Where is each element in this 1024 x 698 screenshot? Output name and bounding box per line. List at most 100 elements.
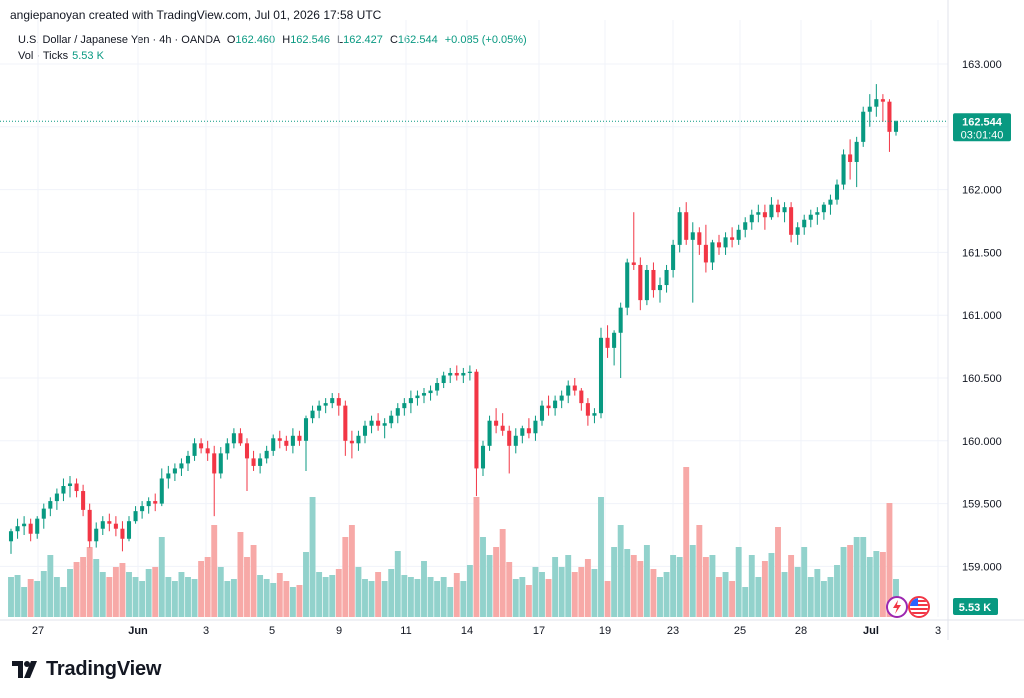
candle-body[interactable]	[854, 141, 859, 162]
candle-body[interactable]	[356, 435, 361, 444]
candle-body[interactable]	[697, 232, 702, 245]
candle-body[interactable]	[867, 106, 872, 112]
candle-body[interactable]	[35, 518, 40, 534]
candle-body[interactable]	[54, 493, 59, 502]
candle-body[interactable]	[572, 385, 577, 391]
candle-body[interactable]	[507, 430, 512, 446]
symbol-label[interactable]: U.S. Dollar / Japanese Yen · 4h · OANDA	[18, 34, 220, 46]
candle-body[interactable]	[41, 508, 46, 519]
candle-body[interactable]	[559, 395, 564, 401]
candle-body[interactable]	[146, 501, 151, 507]
candle-body[interactable]	[382, 423, 387, 426]
us-flag-icon[interactable]	[908, 596, 930, 618]
candle-body[interactable]	[317, 405, 322, 411]
candle-body[interactable]	[185, 455, 191, 464]
candle-body[interactable]	[179, 463, 184, 469]
candle-body[interactable]	[94, 528, 99, 542]
candle-body[interactable]	[743, 222, 748, 230]
candle-body[interactable]	[520, 428, 525, 436]
candle-body[interactable]	[677, 212, 682, 245]
candle-body[interactable]	[369, 420, 374, 426]
candle-body[interactable]	[703, 244, 708, 263]
candle-body[interactable]	[441, 375, 446, 384]
candle-body[interactable]	[277, 438, 282, 441]
candle-body[interactable]	[651, 269, 656, 291]
candle-body[interactable]	[218, 453, 223, 474]
candle-body[interactable]	[546, 405, 551, 409]
candle-body[interactable]	[841, 154, 846, 185]
candle-body[interactable]	[612, 332, 617, 348]
candle-body[interactable]	[251, 458, 256, 466]
candle-body[interactable]	[22, 523, 27, 527]
candle-body[interactable]	[684, 212, 689, 240]
candle-body[interactable]	[284, 440, 289, 446]
candle-body[interactable]	[775, 204, 781, 213]
candle-body[interactable]	[74, 483, 79, 492]
candle-body[interactable]	[828, 199, 833, 205]
candle-body[interactable]	[67, 483, 73, 487]
candle-body[interactable]	[113, 523, 118, 529]
candle-body[interactable]	[448, 372, 453, 376]
candle-body[interactable]	[349, 440, 354, 444]
candle-body[interactable]	[821, 204, 826, 213]
candle-body[interactable]	[48, 501, 53, 509]
candle-body[interactable]	[893, 121, 899, 132]
candle-body[interactable]	[592, 413, 597, 416]
candle-body[interactable]	[408, 398, 413, 404]
candle-body[interactable]	[166, 473, 171, 479]
candle-body[interactable]	[795, 227, 800, 235]
candle-body[interactable]	[271, 438, 276, 451]
candle-body[interactable]	[100, 521, 105, 529]
candle-body[interactable]	[28, 523, 33, 534]
candle-body[interactable]	[205, 448, 210, 454]
candle-body[interactable]	[415, 395, 420, 399]
candle-body[interactable]	[756, 212, 761, 215]
candle-body[interactable]	[120, 528, 125, 539]
candle-body[interactable]	[762, 212, 767, 218]
candle-body[interactable]	[625, 262, 630, 308]
candle-body[interactable]	[461, 372, 466, 376]
candle-body[interactable]	[199, 443, 204, 449]
candle-body[interactable]	[435, 383, 440, 391]
candle-body[interactable]	[330, 398, 335, 404]
candle-body[interactable]	[140, 506, 145, 512]
candle-body[interactable]	[389, 415, 394, 424]
candle-body[interactable]	[664, 269, 669, 286]
candle-body[interactable]	[487, 420, 492, 446]
candle-body[interactable]	[480, 445, 486, 469]
candle-body[interactable]	[81, 491, 86, 510]
candle-body[interactable]	[789, 207, 794, 235]
candle-body[interactable]	[513, 435, 518, 446]
candle-body[interactable]	[8, 531, 14, 542]
candle-body[interactable]	[395, 408, 400, 416]
candle-body[interactable]	[15, 526, 20, 532]
candle-body[interactable]	[107, 521, 112, 524]
candle-body[interactable]	[126, 521, 132, 539]
candle-body[interactable]	[874, 99, 879, 107]
candle-body[interactable]	[172, 468, 177, 474]
candle-body[interactable]	[605, 337, 610, 348]
candle-body[interactable]	[861, 111, 866, 142]
candle-body[interactable]	[343, 405, 348, 441]
candle-body[interactable]	[264, 450, 269, 459]
candle-body[interactable]	[802, 219, 807, 228]
candle-body[interactable]	[782, 207, 787, 213]
candle-body[interactable]	[467, 371, 472, 373]
candle-body[interactable]	[749, 214, 754, 223]
candle-body[interactable]	[526, 428, 531, 434]
candle-body[interactable]	[421, 393, 427, 396]
candle-body[interactable]	[716, 242, 722, 248]
candle-body[interactable]	[87, 509, 92, 542]
candle-body[interactable]	[690, 232, 695, 240]
candle-body[interactable]	[769, 204, 774, 218]
candle-body[interactable]	[618, 307, 623, 333]
candle-body[interactable]	[310, 410, 315, 419]
candle-body[interactable]	[710, 242, 715, 263]
candle-body[interactable]	[808, 214, 813, 220]
candle-body[interactable]	[553, 400, 558, 409]
candle-body[interactable]	[539, 405, 545, 421]
candle-body[interactable]	[303, 418, 309, 441]
candle-body[interactable]	[834, 184, 840, 200]
candle-body[interactable]	[238, 433, 243, 444]
